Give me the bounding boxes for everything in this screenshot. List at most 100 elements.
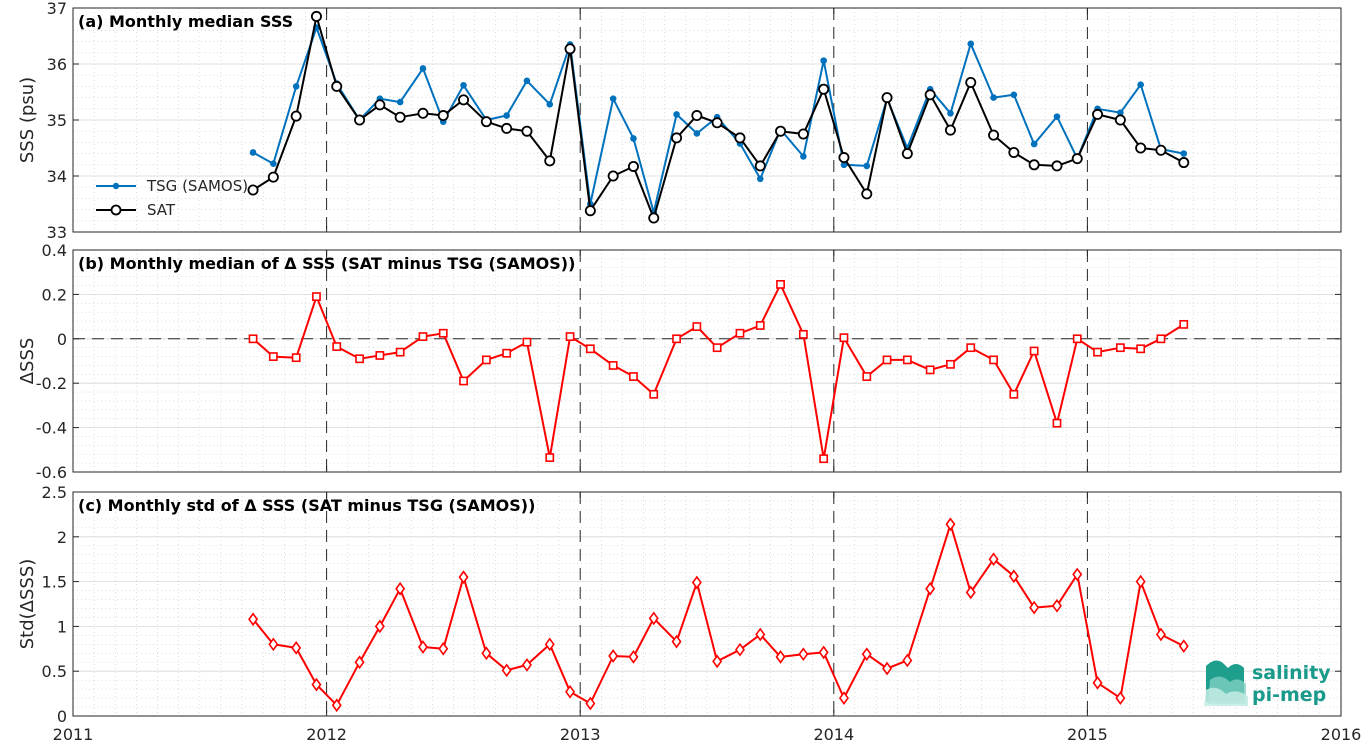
data-point-c <box>648 611 659 626</box>
data-point-a <box>503 112 510 119</box>
data-point-b <box>481 355 491 365</box>
data-point-c <box>585 696 596 711</box>
data-point-c <box>1155 627 1166 642</box>
data-point-c <box>565 684 576 699</box>
data-point-a <box>881 92 893 104</box>
data-point-a <box>480 116 492 128</box>
data-point-c <box>354 655 365 670</box>
y-tick-label: -0.6 <box>36 463 67 482</box>
x-tick-label: 2011 <box>53 725 94 744</box>
data-point-b <box>1029 346 1039 356</box>
data-point-b <box>268 352 278 361</box>
data-point-b <box>629 372 638 381</box>
data-point-c <box>988 552 999 567</box>
data-point-a <box>458 94 470 106</box>
x-tick-label: 2013 <box>560 725 601 744</box>
data-point-a <box>249 149 257 156</box>
data-point-a <box>609 95 617 103</box>
data-point-c <box>1008 569 1019 584</box>
data-point-c <box>544 637 555 652</box>
y-tick-label: 33 <box>47 223 67 242</box>
data-point-a <box>1117 109 1124 117</box>
y-tick-label: 35 <box>47 111 67 130</box>
data-point-a <box>754 160 766 172</box>
data-point-b <box>459 376 468 386</box>
data-point-a <box>1051 160 1063 172</box>
data-point-a <box>861 188 873 200</box>
data-point-a <box>521 125 533 137</box>
logo-text-line2: pi-mep <box>1252 684 1326 706</box>
data-point-c <box>331 698 342 713</box>
data-point-b <box>355 354 364 364</box>
data-point-b <box>839 333 849 343</box>
panel-c-x-ticks: 2011 2012 2013 2014 2015 2016 <box>53 725 1362 744</box>
data-point-b <box>755 321 765 330</box>
data-point-b <box>672 334 681 344</box>
data-point-a <box>797 128 809 140</box>
data-point-a <box>354 114 366 126</box>
panel-b-y-ticks: -0.6 -0.4 -0.2 0 0.2 0.4 <box>36 241 1342 482</box>
data-point-b <box>798 329 808 339</box>
y-tick-label: 1 <box>57 617 67 636</box>
legend-tsg-marker <box>112 182 120 190</box>
data-point-a <box>924 89 936 101</box>
data-point-b <box>989 355 998 365</box>
data-point-a <box>711 117 723 129</box>
data-point-b <box>902 355 912 365</box>
data-point-a <box>673 111 680 118</box>
data-point-a <box>693 130 701 137</box>
y-tick-label: 0.5 <box>42 662 67 681</box>
data-point-c <box>882 661 893 676</box>
data-point-b <box>735 328 745 338</box>
data-point-c <box>691 575 702 590</box>
data-point-a <box>988 129 1000 141</box>
data-point-b <box>608 361 618 370</box>
data-point-c <box>838 691 849 705</box>
data-point-a <box>417 107 429 119</box>
y-tick-label: 0 <box>57 330 67 349</box>
data-point-b <box>1009 389 1019 399</box>
y-tick-label: -0.2 <box>36 374 67 393</box>
data-point-a <box>1155 144 1167 156</box>
data-point-a <box>648 212 660 224</box>
data-point-a <box>1135 142 1147 154</box>
legend-tsg-label: TSG (SAMOS) <box>146 177 248 195</box>
data-point-b <box>966 343 976 353</box>
panel-a-legend: TSG (SAMOS) SAT <box>96 177 248 219</box>
logo-wave-icon <box>1204 660 1248 706</box>
data-point-a <box>775 125 787 137</box>
panel-b-series <box>248 280 1189 464</box>
panel-b-title: (b) Monthly median of Δ SSS (SAT minus T… <box>78 254 575 273</box>
data-point-a <box>437 110 449 122</box>
data-point-a <box>523 77 531 85</box>
y-tick-label: 37 <box>47 0 67 18</box>
data-point-c <box>925 581 936 596</box>
data-point-a <box>247 184 259 196</box>
data-point-a <box>564 43 576 55</box>
data-point-b <box>502 348 512 358</box>
data-point-b <box>776 280 785 289</box>
panel-c-frame <box>72 491 1342 717</box>
data-point-c <box>628 650 639 664</box>
data-point-c <box>965 585 976 600</box>
data-point-a <box>1010 91 1018 99</box>
data-point-c <box>458 570 469 584</box>
data-point-b <box>712 343 722 353</box>
panel-a-series <box>247 10 1190 224</box>
y-tick-label: 0 <box>57 707 67 726</box>
data-point-b <box>545 453 555 462</box>
data-point-a <box>990 94 997 101</box>
data-point-b <box>1115 343 1125 353</box>
data-point-c <box>1115 691 1126 705</box>
data-point-c <box>1178 639 1189 653</box>
data-point-a <box>734 132 746 144</box>
data-point-a <box>270 160 277 167</box>
data-point-a <box>1030 140 1038 148</box>
data-point-a <box>460 81 467 89</box>
data-point-c <box>248 612 259 627</box>
x-tick-label: 2012 <box>306 725 347 744</box>
data-point-c <box>291 641 302 655</box>
panel-a-sss: 33 34 35 36 37 (a) Monthly median SSS SSS (p… <box>17 0 1342 242</box>
data-point-a <box>901 148 913 160</box>
data-point-c <box>671 634 682 649</box>
